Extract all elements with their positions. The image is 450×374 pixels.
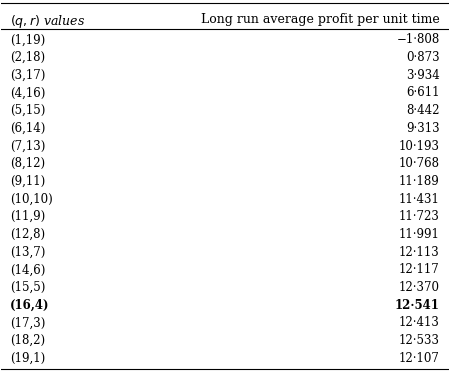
Text: Long run average profit per unit time: Long run average profit per unit time <box>201 12 440 25</box>
Text: (17,3): (17,3) <box>10 316 46 329</box>
Text: (4,16): (4,16) <box>10 86 46 99</box>
Text: 8·442: 8·442 <box>406 104 440 117</box>
Text: 10·193: 10·193 <box>399 140 440 153</box>
Text: (16,4): (16,4) <box>10 299 50 312</box>
Text: −1·808: −1·808 <box>396 33 440 46</box>
Text: (14,6): (14,6) <box>10 263 46 276</box>
Text: 6·611: 6·611 <box>406 86 440 99</box>
Text: 9·313: 9·313 <box>406 122 440 135</box>
Text: (9,11): (9,11) <box>10 175 45 188</box>
Text: (3,17): (3,17) <box>10 69 46 82</box>
Text: 12·533: 12·533 <box>399 334 440 347</box>
Text: 12·370: 12·370 <box>399 281 440 294</box>
Text: 3·934: 3·934 <box>406 69 440 82</box>
Text: (8,12): (8,12) <box>10 157 45 170</box>
Text: (5,15): (5,15) <box>10 104 46 117</box>
Text: 11·189: 11·189 <box>399 175 440 188</box>
Text: (18,2): (18,2) <box>10 334 45 347</box>
Text: (11,9): (11,9) <box>10 210 45 223</box>
Text: (2,18): (2,18) <box>10 51 45 64</box>
Text: $(q, r)$ values: $(q, r)$ values <box>10 12 86 30</box>
Text: 11·991: 11·991 <box>399 228 440 241</box>
Text: 12·113: 12·113 <box>399 246 440 258</box>
Text: (1,19): (1,19) <box>10 33 45 46</box>
Text: (15,5): (15,5) <box>10 281 46 294</box>
Text: 10·768: 10·768 <box>399 157 440 170</box>
Text: (12,8): (12,8) <box>10 228 45 241</box>
Text: 0·873: 0·873 <box>406 51 440 64</box>
Text: (13,7): (13,7) <box>10 246 46 258</box>
Text: 12·413: 12·413 <box>399 316 440 329</box>
Text: 11·431: 11·431 <box>399 193 440 206</box>
Text: 11·723: 11·723 <box>399 210 440 223</box>
Text: (19,1): (19,1) <box>10 352 45 365</box>
Text: 12·107: 12·107 <box>399 352 440 365</box>
Text: (7,13): (7,13) <box>10 140 46 153</box>
Text: (6,14): (6,14) <box>10 122 46 135</box>
Text: 12·541: 12·541 <box>395 299 440 312</box>
Text: 12·117: 12·117 <box>399 263 440 276</box>
Text: (10,10): (10,10) <box>10 193 53 206</box>
